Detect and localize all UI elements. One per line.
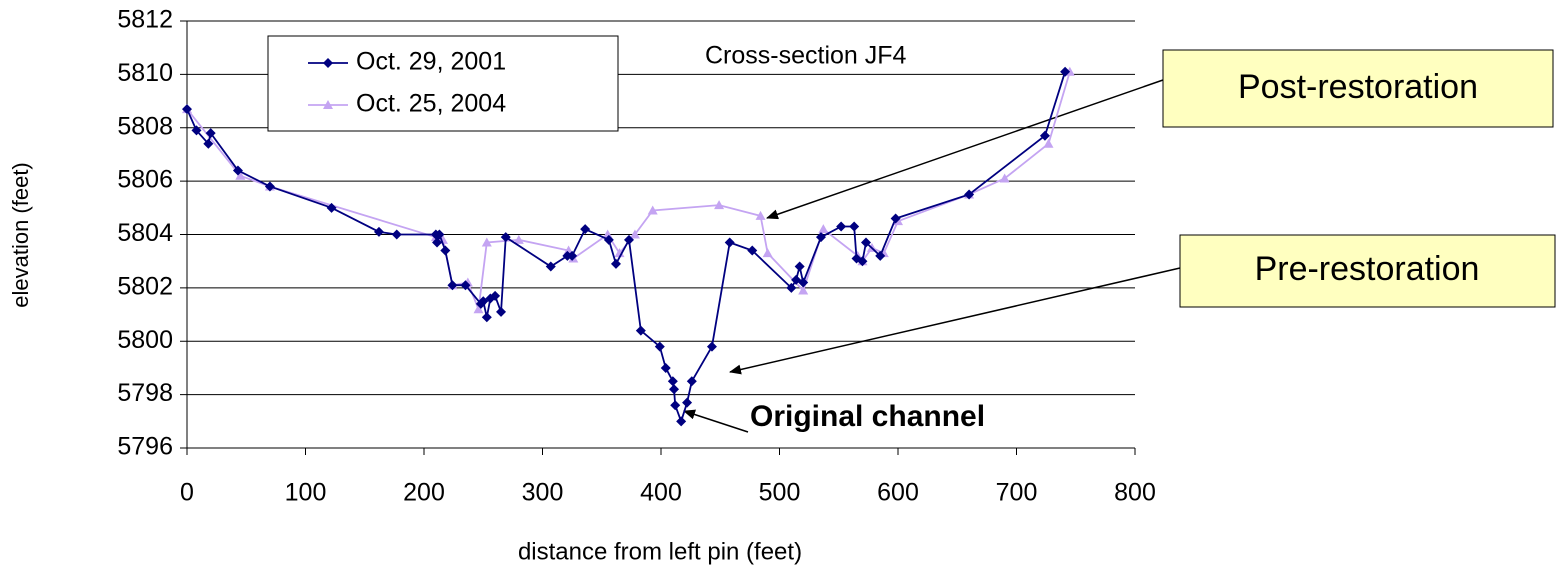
data-point [473, 304, 484, 314]
legend-marker [323, 58, 333, 68]
data-point [890, 213, 901, 224]
data-point [724, 237, 735, 248]
x-tick-label: 700 [996, 479, 1038, 507]
data-point [460, 280, 471, 291]
y-tick-label: 5808 [117, 112, 173, 140]
data-point [798, 285, 809, 295]
data-point [755, 210, 766, 220]
data-point [670, 400, 681, 411]
x-tick-label: 300 [522, 479, 564, 507]
data-point [432, 237, 443, 248]
data-point [545, 261, 556, 272]
y-tick-label: 5804 [117, 219, 173, 247]
data-point [798, 277, 809, 288]
y-tick-label: 5796 [117, 433, 173, 461]
annotation: Original channel [750, 400, 985, 433]
data-point [481, 312, 492, 323]
data-point [614, 248, 625, 258]
x-tick-label: 100 [285, 479, 327, 507]
data-point [500, 232, 511, 243]
x-tick-label: 0 [180, 479, 194, 507]
chart-title: Cross-section JF4 [705, 42, 907, 70]
legend-box [267, 35, 619, 132]
data-point [849, 221, 860, 232]
y-axis-label: elevation (feet) [8, 162, 33, 308]
legend-label: Oct. 25, 2004 [356, 90, 506, 118]
data-point [686, 376, 697, 387]
data-point [660, 362, 671, 373]
data-point [747, 245, 758, 256]
y-tick-label: 5812 [117, 6, 173, 34]
data-point [1060, 66, 1071, 77]
y-tick-label: 5798 [117, 379, 173, 407]
data-point [635, 325, 646, 336]
data-point [875, 250, 886, 261]
data-point [682, 397, 693, 408]
data-point [203, 138, 214, 149]
data-point [762, 248, 773, 258]
data-point [669, 384, 680, 395]
data-point [647, 205, 658, 215]
data-point [815, 232, 826, 243]
data-point [182, 104, 192, 115]
data-point [794, 261, 805, 272]
data-point [629, 229, 640, 239]
data-point [714, 200, 725, 210]
data-point [232, 165, 243, 176]
data-point [490, 290, 501, 301]
y-tick-label: 5810 [117, 59, 173, 87]
annotation: Pre-restoration [1255, 250, 1480, 288]
legend-label: Oct. 29, 2001 [356, 48, 506, 76]
annotation-arrow [683, 409, 749, 433]
data-point [447, 280, 458, 291]
data-point [654, 341, 665, 352]
data-point [191, 125, 202, 136]
data-point [624, 234, 635, 245]
data-point [857, 256, 868, 267]
data-point [496, 306, 507, 317]
x-tick-label: 200 [403, 479, 445, 507]
data-point [706, 341, 717, 352]
annotation: Post-restoration [1238, 68, 1478, 106]
annotation-box [1162, 49, 1554, 128]
data-point [999, 173, 1010, 183]
data-point [786, 282, 797, 293]
annotation-box [1179, 234, 1556, 308]
data-point [667, 376, 678, 387]
annotation-arrow [729, 267, 1181, 375]
x-tick-label: 800 [1114, 479, 1156, 507]
x-axis-label: distance from left pin (feet) [518, 538, 802, 565]
data-point [205, 128, 216, 139]
data-point [264, 181, 275, 192]
data-point [964, 189, 975, 200]
x-tick-label: 600 [877, 479, 919, 507]
data-point [373, 226, 384, 237]
x-tick-label: 400 [640, 479, 682, 507]
data-point [235, 170, 246, 180]
data-point [481, 237, 492, 247]
annotation-arrow [766, 79, 1164, 220]
data-point [580, 224, 591, 235]
data-point [836, 221, 847, 232]
y-tick-label: 5802 [117, 272, 173, 300]
data-point [861, 237, 872, 248]
data-point [1043, 138, 1054, 148]
data-point [818, 224, 829, 234]
data-point [513, 234, 524, 244]
y-tick-label: 5800 [117, 326, 173, 354]
data-point [326, 202, 337, 213]
data-point [391, 229, 402, 240]
data-point [603, 234, 614, 245]
data-point [434, 229, 445, 240]
data-point [440, 245, 451, 256]
data-point [567, 250, 578, 261]
x-tick-label: 500 [759, 479, 801, 507]
legend-marker [323, 100, 333, 109]
data-point [1039, 130, 1050, 141]
data-point [676, 416, 687, 427]
y-tick-label: 5806 [117, 166, 173, 194]
data-point [610, 258, 621, 269]
